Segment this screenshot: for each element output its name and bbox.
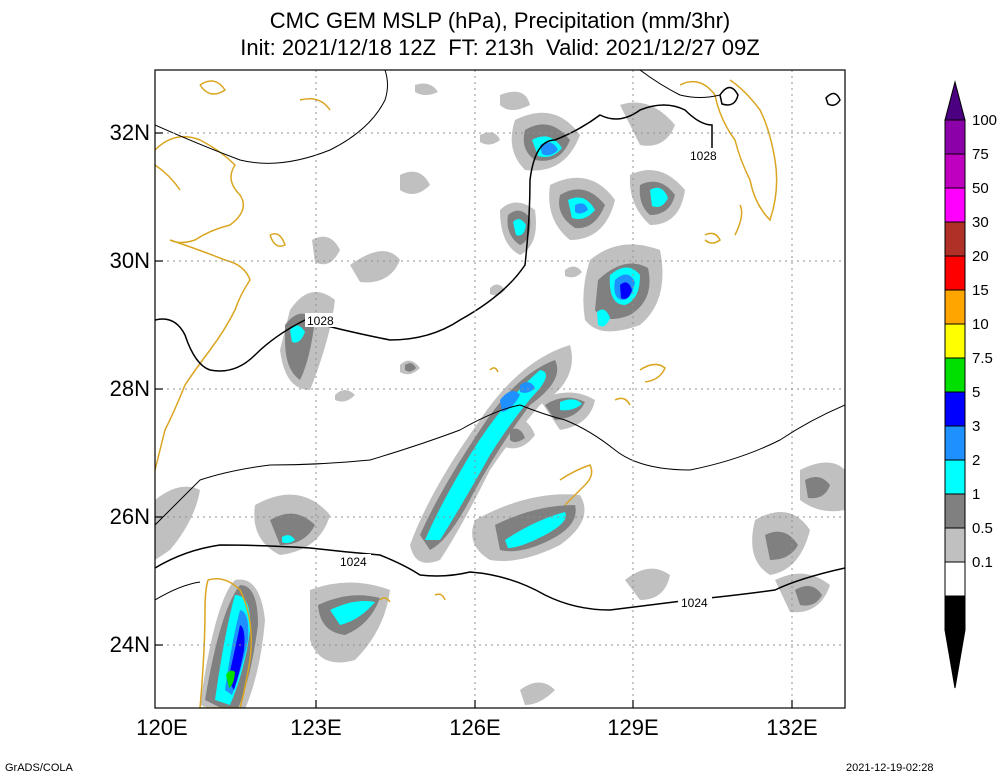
lat-label: 32N (109, 120, 150, 145)
precip-5 (226, 670, 235, 688)
footer-software-label: GrADS/COLA (5, 762, 73, 774)
colorbar-box (944, 323, 966, 359)
colorbar-box (944, 187, 966, 223)
plot-area (155, 70, 845, 708)
colorbar-label: 75 (972, 146, 989, 163)
colorbar-box (944, 561, 966, 597)
colorbar-label: 0.1 (972, 554, 993, 571)
lon-label: 120E (136, 715, 188, 740)
colorbar-label: 100 (972, 112, 998, 129)
axes-frame (154, 69, 846, 709)
colorbar-label: 20 (972, 248, 989, 265)
colorbar-label: 30 (972, 214, 989, 231)
colorbar-label: 3 (972, 418, 981, 435)
colorbar-label: 0.5 (972, 520, 993, 537)
colorbar-label: 50 (972, 180, 989, 197)
colorbar-label: 15 (972, 282, 989, 299)
colorbar-box (944, 221, 966, 257)
colorbar-top-arrow (944, 80, 966, 121)
colorbar-bottom-arrow (944, 629, 966, 689)
lat-label: 28N (109, 376, 150, 401)
colorbar-box (944, 595, 966, 631)
isobar-label: 1028 (690, 149, 717, 163)
colorbar-label: 10 (972, 316, 989, 333)
footer-timestamp: 2021-12-19-02:28 (846, 762, 934, 774)
colorbar-box (944, 425, 966, 461)
colorbar-box (944, 153, 966, 189)
colorbar-box (944, 459, 966, 495)
isobars (155, 70, 845, 611)
isobar-label-group: 1028 1028 1024 1024 (305, 148, 720, 610)
colorbar-label: 1 (972, 486, 981, 503)
colorbar-box (944, 289, 966, 325)
isobar-label: 1028 (307, 314, 334, 328)
colorbar-box (944, 493, 966, 529)
colorbar-box (944, 357, 966, 393)
lon-label: 132E (766, 715, 818, 740)
colorbar-label: 7.5 (972, 350, 993, 367)
isobar-label: 1024 (340, 555, 367, 569)
colorbar-label: 5 (972, 384, 981, 401)
chart-title: CMC GEM MSLP (hPa), Precipitation (mm/3h… (269, 8, 731, 33)
lat-label: 24N (109, 632, 150, 657)
lat-label: 26N (109, 504, 150, 529)
colorbar-box (944, 527, 966, 563)
chart-subtitle: Init: 2021/12/18 12Z FT: 213h Valid: 202… (240, 35, 760, 60)
colorbar-box (944, 255, 966, 291)
lat-label: 30N (109, 248, 150, 273)
lon-label: 129E (607, 715, 659, 740)
coastlines (155, 79, 778, 708)
colorbar-box (944, 119, 966, 155)
colorbar-box (944, 391, 966, 427)
gridlines (155, 70, 845, 708)
lon-label: 126E (449, 715, 501, 740)
lon-label: 123E (290, 715, 342, 740)
precip-0-5 (205, 124, 830, 708)
precip-0-1 (155, 83, 845, 708)
isobar-label: 1024 (681, 596, 708, 610)
colorbar-label: 2 (972, 452, 981, 469)
colorbar (944, 80, 966, 689)
